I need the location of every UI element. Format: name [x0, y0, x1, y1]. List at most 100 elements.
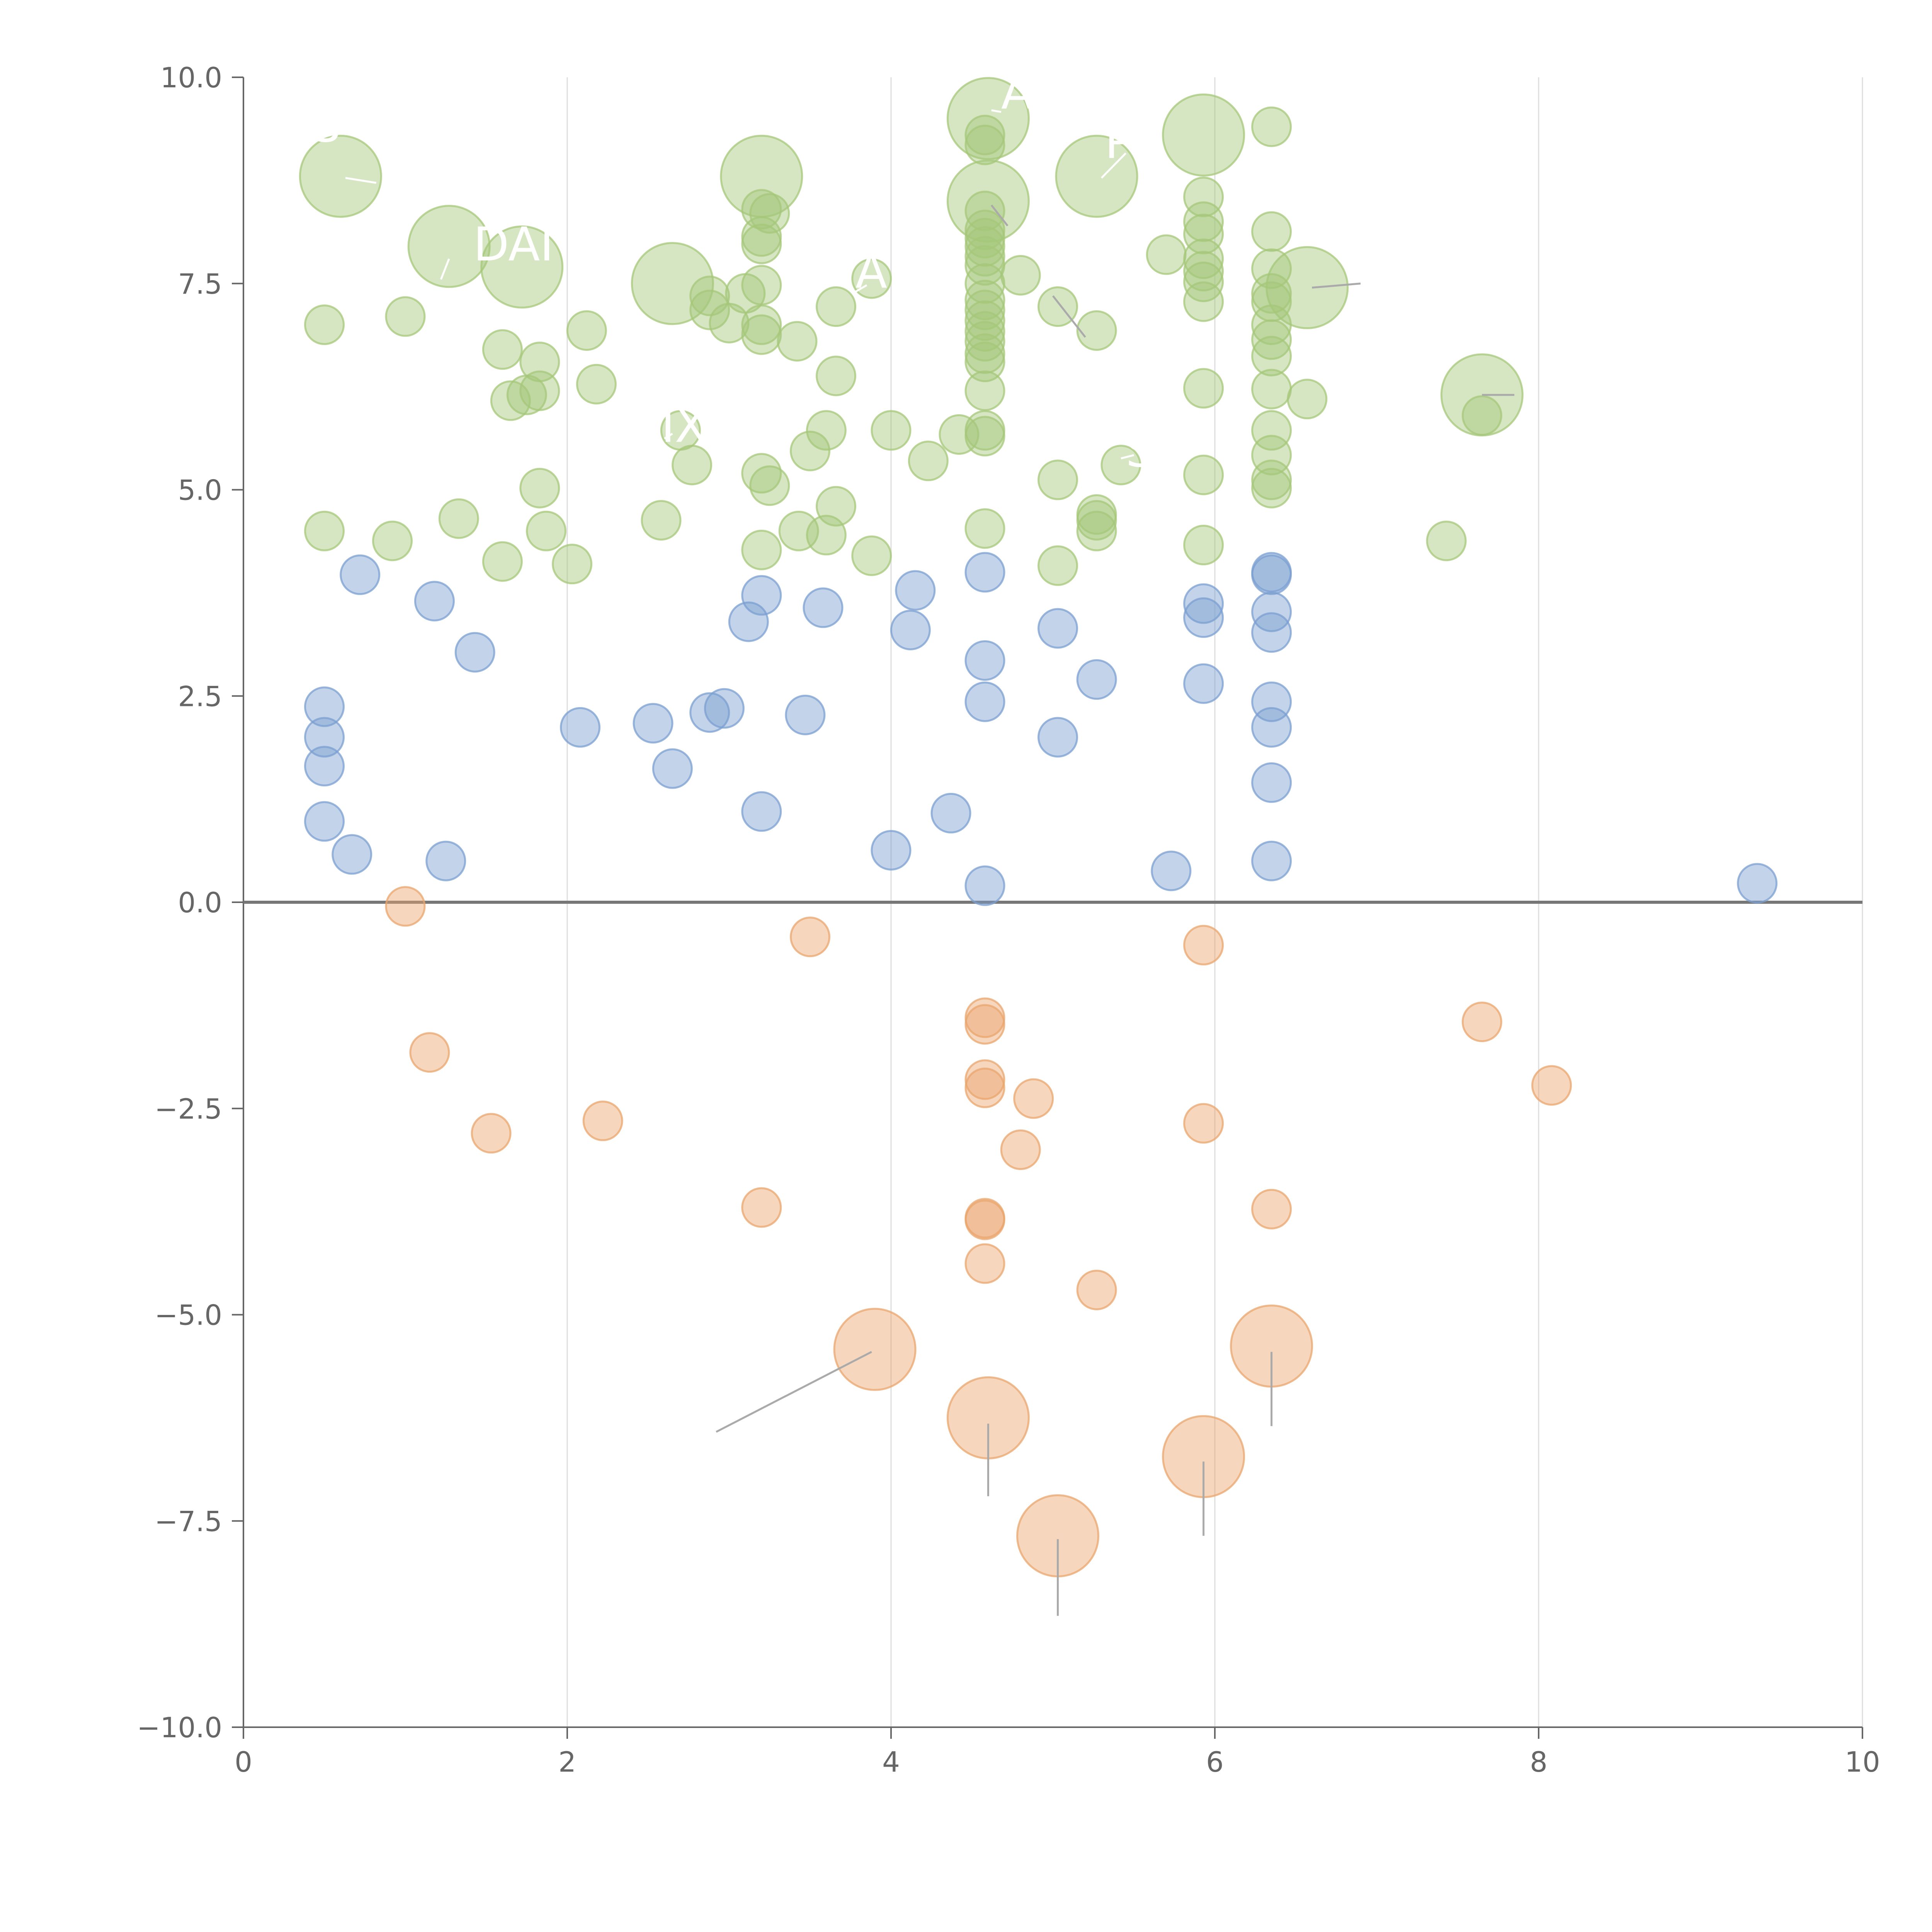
data-point-mid	[964, 681, 1005, 722]
data-point-high	[964, 333, 1005, 374]
data-point-high	[304, 304, 345, 345]
data-point-mid	[1037, 608, 1078, 649]
data-point-high	[964, 289, 1005, 330]
data-point-mid	[1183, 597, 1224, 638]
data-point-high	[407, 205, 491, 288]
data-point-mid	[652, 748, 693, 789]
data-point-high	[790, 430, 830, 471]
y-tick-label: −7.5	[155, 1505, 222, 1537]
data-point-high	[519, 468, 560, 509]
data-point-high	[1076, 310, 1117, 351]
data-point-mid	[1251, 762, 1292, 803]
data-point-mid	[930, 793, 971, 833]
data-point-high	[1037, 459, 1078, 500]
data-point-high	[1251, 410, 1292, 451]
data-point-low	[1531, 1065, 1572, 1106]
data-point-mid	[704, 688, 745, 729]
data-point-high	[1461, 395, 1502, 436]
annotation-leader	[991, 109, 1002, 113]
data-point-high	[1251, 319, 1292, 360]
data-point-high	[1426, 520, 1467, 561]
point-label: P	[1105, 116, 1133, 169]
data-point-high	[816, 286, 857, 327]
data-point-high	[299, 134, 382, 218]
data-point-high	[964, 124, 1005, 165]
data-point-low	[471, 1113, 512, 1154]
data-point-high	[438, 498, 479, 539]
data-point-high	[1251, 369, 1292, 410]
data-point-low	[1183, 1103, 1224, 1144]
y-tick-label: −10.0	[137, 1711, 222, 1744]
data-point-mid	[964, 640, 1005, 681]
data-point-low	[790, 917, 830, 957]
data-point-mid	[1183, 663, 1224, 704]
leader-line	[1052, 295, 1086, 338]
data-point-low	[964, 1059, 1005, 1100]
y-tick-label: 7.5	[178, 268, 222, 300]
data-point-high	[741, 265, 782, 306]
data-point-low	[582, 1100, 623, 1141]
data-point-high	[816, 355, 857, 396]
y-tick-label: −2.5	[155, 1093, 222, 1125]
data-point-mid	[1251, 612, 1292, 653]
data-point-high	[1251, 248, 1292, 289]
data-point-high	[566, 310, 607, 351]
data-point-high	[946, 77, 1030, 160]
data-point-mid	[1251, 840, 1292, 881]
data-point-high	[1183, 525, 1224, 566]
data-point-mid	[1183, 583, 1224, 624]
data-point-high	[1183, 238, 1224, 279]
annotation-leader	[1100, 152, 1127, 179]
data-point-high	[385, 296, 426, 337]
data-point-low	[741, 1187, 782, 1228]
data-point-mid	[332, 834, 372, 875]
data-point-mid	[1251, 554, 1292, 595]
data-point-high	[1251, 435, 1292, 476]
data-point-high	[1251, 273, 1292, 314]
data-point-high	[641, 500, 682, 541]
data-point-low	[1076, 1269, 1117, 1310]
data-point-mid	[425, 840, 466, 881]
data-point-high	[1251, 459, 1292, 500]
data-point-mid	[304, 801, 345, 842]
data-points	[299, 77, 1778, 1578]
data-point-low	[964, 1004, 1005, 1045]
data-point-high	[576, 364, 617, 405]
data-point-high	[964, 114, 1005, 155]
y-tick-label: 5.0	[178, 474, 222, 507]
data-point-high	[519, 370, 560, 411]
data-point-high	[482, 541, 523, 582]
data-point-mid	[741, 791, 782, 832]
annotation-leader	[345, 177, 376, 184]
data-point-high	[526, 510, 567, 551]
data-point-mid	[890, 609, 931, 650]
data-point-high	[964, 279, 1005, 320]
data-point-high	[1183, 177, 1224, 218]
data-point-mid	[964, 552, 1005, 593]
point-label: DAI	[473, 218, 554, 272]
data-point-low	[964, 1067, 1005, 1108]
y-tick-label: 0.0	[178, 886, 222, 919]
data-point-high	[964, 370, 1005, 411]
data-point-low	[1461, 1002, 1502, 1043]
data-point-high	[1251, 304, 1292, 345]
data-point-high	[749, 465, 790, 506]
point-label: A	[855, 245, 887, 299]
point-labels: DAI AX A IX S P S	[311, 66, 1155, 478]
x-tick-label: 6	[1206, 1746, 1224, 1778]
data-point-high	[741, 314, 782, 355]
leader-line	[716, 1351, 872, 1433]
data-point-low	[833, 1308, 917, 1391]
data-point-low	[964, 1243, 1005, 1284]
data-point-high	[480, 225, 564, 309]
x-tick-label: 2	[558, 1746, 576, 1778]
x-tick-label: 0	[235, 1746, 252, 1778]
annotation-leader	[440, 258, 450, 280]
point-label: IX	[661, 400, 707, 453]
data-point-mid	[1251, 591, 1292, 632]
y-tick-label: 2.5	[178, 680, 222, 713]
data-point-low	[385, 886, 426, 927]
data-point-mid	[689, 692, 730, 733]
data-point-high	[871, 410, 912, 451]
